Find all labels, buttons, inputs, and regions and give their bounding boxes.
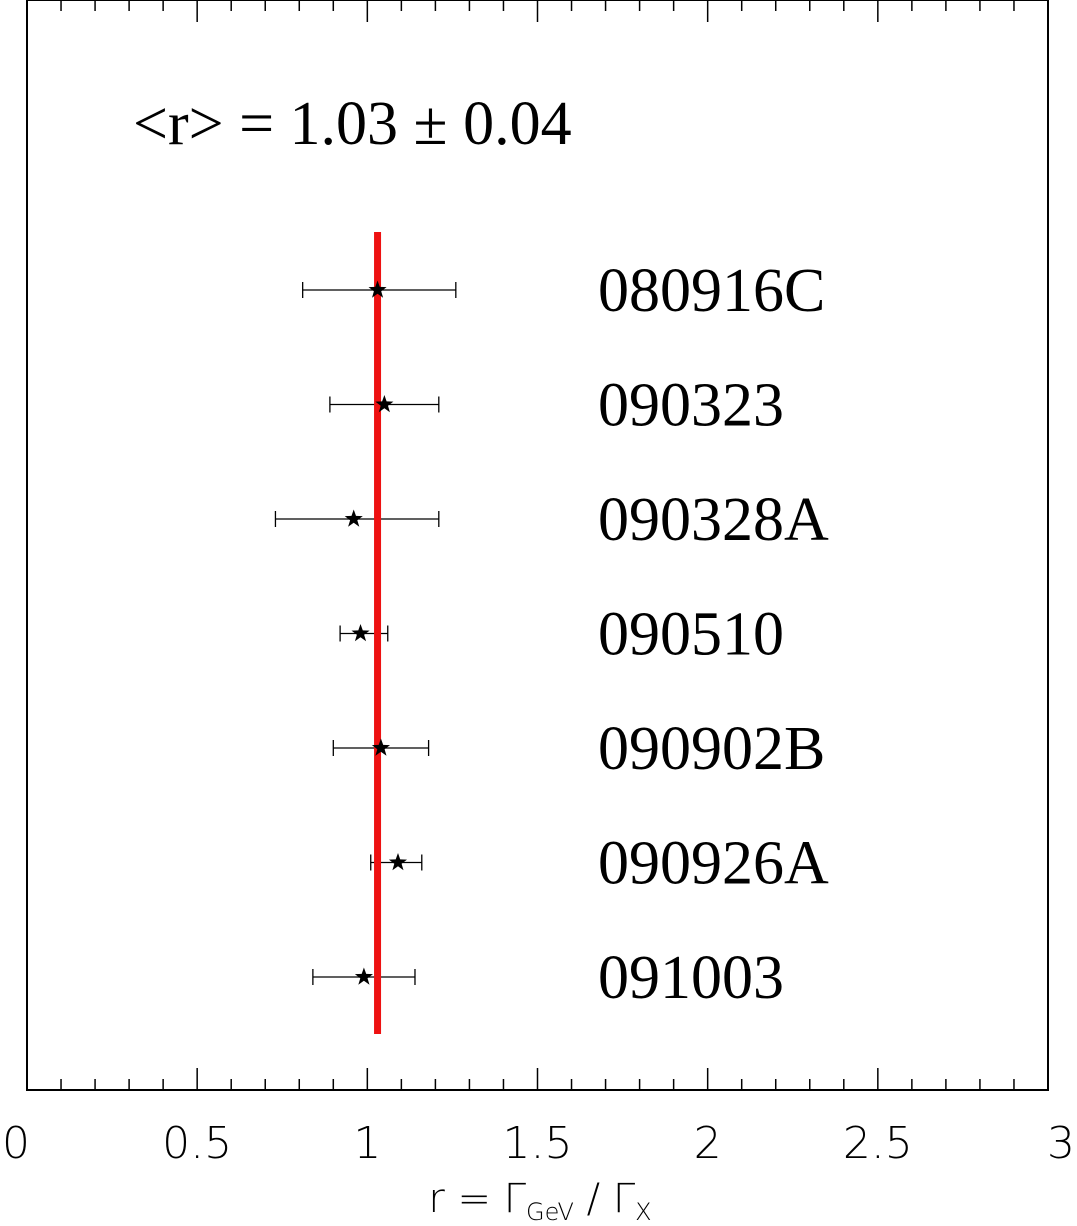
star-icon: [368, 280, 387, 298]
point-label: 090323: [598, 372, 784, 440]
x-ticks: [26, 0, 1049, 1090]
point-label: 080916C: [598, 257, 825, 325]
mean-annotation: <r> = 1.03 ± 0.04: [133, 90, 572, 158]
x-tick-label: 0.5: [162, 1118, 232, 1169]
star-icon: [375, 395, 394, 413]
x-axis-label-sub-x: X: [635, 1198, 651, 1226]
point-label: 091003: [598, 944, 784, 1012]
x-tick-label: 3: [1047, 1118, 1075, 1169]
x-axis-label: r = ΓGeV / ΓX: [428, 1176, 651, 1226]
x-tick-labels: 0 0.5 1 1.5 2 2.5 3: [2, 1118, 1075, 1169]
x-axis-label-mid: / Γ: [574, 1176, 636, 1222]
star-icon: [351, 624, 370, 642]
point-label: 090902B: [598, 715, 825, 783]
x-tick-label: 0: [2, 1118, 30, 1169]
x-axis-label-main: r = Γ: [428, 1176, 526, 1222]
x-tick-label: 1.5: [503, 1118, 573, 1169]
markers: [344, 280, 407, 985]
plot-frame: [26, 0, 1049, 1091]
star-icon: [344, 509, 363, 527]
point-label: 090328A: [598, 486, 829, 554]
point-label: 090510: [598, 601, 784, 669]
point-label: 090926A: [598, 830, 829, 898]
star-icon: [354, 967, 373, 985]
star-icon: [388, 853, 407, 871]
point-labels: 080916C 090323 090328A 090510 090902B 090926A…: [598, 257, 829, 1012]
star-icon: [371, 738, 390, 756]
x-tick-label: 2: [694, 1118, 722, 1169]
x-tick-label: 1: [353, 1118, 381, 1169]
x-axis-label-sub-gev: GeV: [526, 1198, 574, 1226]
x-tick-label: 2.5: [843, 1118, 913, 1169]
